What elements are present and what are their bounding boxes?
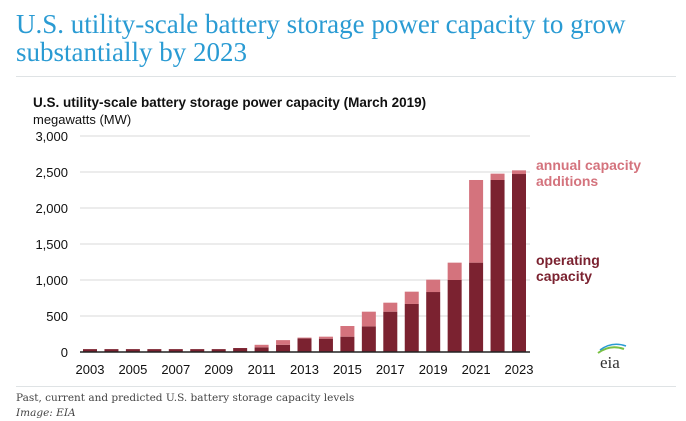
bar-operating <box>104 349 119 352</box>
x-tick-label: 2007 <box>161 362 190 377</box>
bar-additions <box>254 344 269 348</box>
bar-operating <box>404 303 419 352</box>
bar-operating <box>447 280 462 352</box>
bar-operating <box>361 326 376 352</box>
x-tick-label: 2005 <box>118 362 147 377</box>
bar-operating <box>490 179 505 352</box>
bar-operating <box>211 349 226 352</box>
headline: U.S. utility-scale battery storage power… <box>16 9 626 67</box>
x-tick-label: 2017 <box>376 362 405 377</box>
x-tick-label: 2015 <box>333 362 362 377</box>
bar-additions <box>297 337 312 339</box>
bar-additions <box>512 170 526 175</box>
bar-operating <box>426 292 441 352</box>
eia-logo-swoosh-blue <box>599 343 627 351</box>
bar-additions <box>383 302 398 312</box>
chart-title: U.S. utility-scale battery storage power… <box>33 95 427 110</box>
divider <box>16 76 676 77</box>
x-tick-label: 2019 <box>419 362 448 377</box>
bar-additions <box>340 326 355 337</box>
bar-additions <box>276 340 291 345</box>
bar-additions <box>490 173 505 180</box>
bar-additions <box>318 336 333 339</box>
x-tick-label: 2003 <box>76 362 105 377</box>
bar-operating <box>276 344 291 352</box>
x-tick-label: 2009 <box>204 362 233 377</box>
bar-operating <box>147 349 162 352</box>
x-tick-label: 2011 <box>248 362 276 377</box>
eia-logo-swoosh <box>597 346 625 354</box>
bar-additions <box>426 279 441 293</box>
y-tick-label: 1,000 <box>35 273 68 288</box>
footer-divider <box>16 386 676 387</box>
bar-operating <box>469 262 484 352</box>
x-tick-label: 2013 <box>290 362 319 377</box>
y-tick-label: 2,000 <box>35 201 68 216</box>
image-credit: Image: EIA <box>16 407 76 419</box>
bar-additions <box>469 179 484 263</box>
eia-logo: eia <box>600 353 620 372</box>
y-axis-label: megawatts (MW) <box>33 112 132 127</box>
legend-operating: operating capacity <box>536 252 600 284</box>
bar-operating <box>83 349 97 352</box>
y-tick-label: 0 <box>61 345 68 360</box>
bar-additions <box>447 262 462 280</box>
bar-operating <box>254 347 269 352</box>
bar-operating <box>125 349 140 352</box>
y-tick-label: 3,000 <box>35 129 68 144</box>
x-tick-label: 2021 <box>462 362 491 377</box>
bar-operating <box>233 348 248 352</box>
caption: Past, current and predicted U.S. battery… <box>16 392 355 404</box>
bar-operating <box>297 338 312 352</box>
legend-additions: annual capacity additions <box>536 157 642 189</box>
bar-additions <box>361 311 376 327</box>
y-tick-label: 1,500 <box>35 237 68 252</box>
bar-operating <box>383 311 398 352</box>
bar-operating <box>318 338 333 352</box>
bar-operating <box>512 174 526 352</box>
x-tick-label: 2023 <box>505 362 534 377</box>
bar-additions <box>404 291 419 304</box>
bar-operating <box>340 336 355 352</box>
y-tick-label: 500 <box>46 309 68 324</box>
bar-operating <box>168 349 183 352</box>
y-tick-label: 2,500 <box>35 165 68 180</box>
bar-operating <box>190 349 205 352</box>
